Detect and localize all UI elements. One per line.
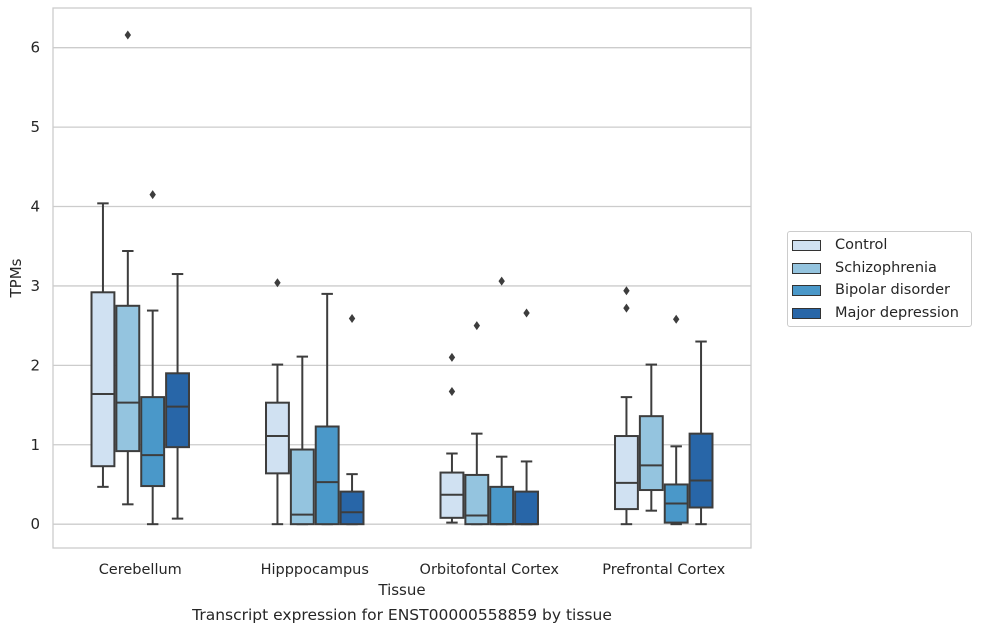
box-iqr [688, 432, 714, 509]
plot-area-frame [52, 7, 752, 549]
legend-swatch-schizophrenia [792, 262, 821, 274]
legend-label-control: Control [835, 237, 888, 253]
outlier-point [274, 278, 281, 288]
box-control-prefrontal-cortex [614, 286, 639, 526]
y-tick-label-4: 4 [30, 198, 40, 216]
y-tick-label-5: 5 [30, 118, 40, 136]
box-iqr [140, 396, 166, 488]
legend-item-bipolar-disorder: Bipolar disorder [792, 280, 950, 300]
box-control-hipppocampus [265, 278, 290, 526]
y-tick-label-6: 6 [30, 39, 40, 57]
outlier-point [623, 303, 630, 313]
box-bipolar-disorder-cerebellum [140, 190, 166, 526]
box-bipolar-disorder-orbitofontal-cortex [489, 276, 515, 526]
box-iqr [464, 473, 490, 526]
y-tick-label-2: 2 [30, 356, 40, 374]
x-tick-label-prefrontal-cortex: Prefrontal Cortex [602, 562, 725, 578]
y-tick-label-3: 3 [30, 277, 40, 295]
box-iqr [314, 425, 340, 526]
box-bipolar-disorder-hipppocampus [314, 292, 340, 526]
box-major-depression-prefrontal-cortex [688, 340, 714, 526]
legend-swatch-bipolar-disorder [792, 284, 821, 296]
legend-item-control: Control [792, 235, 887, 255]
outlier-point [149, 190, 156, 200]
y-axis-label: TPMs [7, 258, 25, 298]
outlier-point [473, 321, 481, 331]
outlier-point [124, 30, 132, 40]
box-major-depression-hipppocampus [339, 314, 365, 526]
legend-label-major-depression: Major depression [835, 305, 959, 321]
outlier-point [672, 314, 680, 324]
box-iqr [638, 415, 664, 492]
box-control-cerebellum [90, 202, 116, 488]
outlier-point [448, 387, 456, 397]
x-tick-label-cerebellum: Cerebellum [99, 562, 182, 578]
box-iqr [489, 485, 515, 526]
outlier-point [623, 286, 630, 296]
legend-swatch-major-depression [792, 307, 821, 319]
y-tick-label-1: 1 [30, 436, 40, 454]
box-schizophrenia-orbitofontal-cortex [464, 321, 490, 526]
y-tick-labels: 0 1 2 3 4 5 6 [30, 39, 40, 533]
box-iqr [265, 401, 290, 475]
box-iqr [514, 490, 539, 526]
x-tick-label-orbitofontal-cortex: Orbitofontal Cortex [420, 562, 560, 578]
legend-item-major-depression: Major depression [792, 303, 959, 323]
box-schizophrenia-cerebellum [115, 30, 141, 506]
box-schizophrenia-hipppocampus [289, 355, 315, 526]
legend-label-schizophrenia: Schizophrenia [835, 260, 937, 276]
legend-swatch-control [792, 239, 821, 251]
x-tick-label-hipppocampus: Hipppocampus [261, 562, 369, 578]
legend-item-schizophrenia: Schizophrenia [792, 258, 937, 278]
box-groups [90, 30, 714, 526]
outlier-point [448, 352, 456, 362]
box-iqr [165, 372, 190, 449]
box-iqr [90, 291, 116, 468]
box-major-depression-orbitofontal-cortex [514, 308, 539, 526]
x-axis-label: Tissue [377, 581, 425, 599]
box-bipolar-disorder-prefrontal-cortex [663, 314, 689, 526]
box-schizophrenia-prefrontal-cortex [638, 363, 664, 512]
box-iqr [289, 448, 315, 526]
y-tick-label-0: 0 [30, 515, 40, 533]
outlier-point [348, 314, 356, 323]
box-iqr [614, 435, 639, 511]
box-iqr [115, 304, 141, 453]
box-control-orbitofontal-cortex [439, 352, 465, 524]
outlier-point [498, 276, 505, 286]
legend: Control Schizophrenia Bipolar disorder M… [787, 231, 972, 327]
box-iqr [339, 490, 365, 526]
x-tick-labels: Cerebellum Hipppocampus Orbitofontal Corte… [99, 562, 726, 578]
outlier-point [523, 308, 530, 318]
legend-label-bipolar-disorder: Bipolar disorder [835, 282, 950, 298]
box-major-depression-cerebellum [165, 273, 190, 520]
chart-caption: Transcript expression for ENST0000055885… [192, 606, 612, 624]
